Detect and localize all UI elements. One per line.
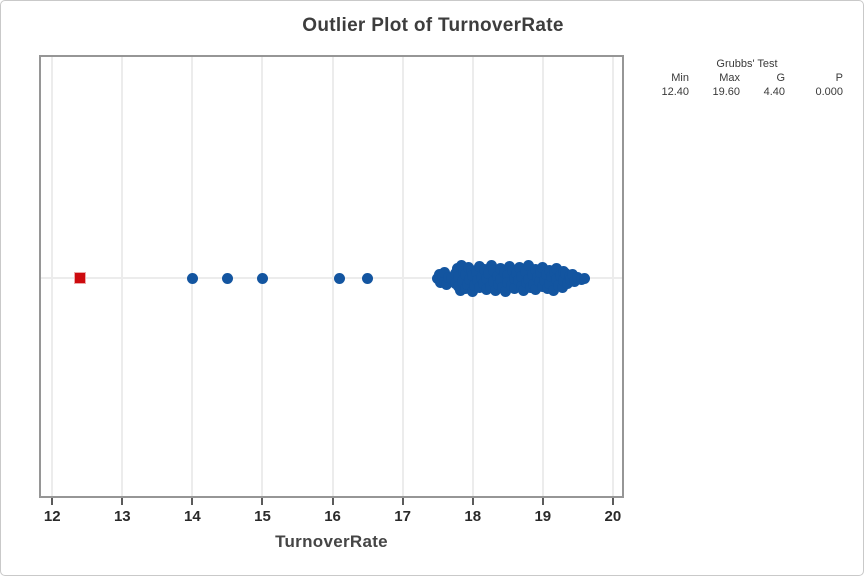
gridline-vertical [121,57,124,496]
data-point [488,264,500,276]
data-point [495,273,507,285]
data-point [514,261,526,273]
x-axis-tick [331,498,334,505]
gridline-vertical [401,57,404,496]
x-tick-label: 16 [324,508,341,525]
data-point [530,283,542,295]
stat-col-g: G [776,72,785,84]
data-point [566,268,578,280]
x-tick-label: 15 [254,508,271,525]
data-point [509,282,521,294]
x-axis-tick [51,498,54,505]
chart-title: Outlier Plot of TurnoverRate [302,15,564,36]
data-point [256,272,268,284]
data-point [456,259,467,271]
x-axis-tick [611,498,614,505]
x-axis-label: TurnoverRate [275,532,388,551]
stat-val-p: 0.000 [815,86,843,98]
x-tick-label: 13 [113,508,131,525]
grubbs-test-header: Grubbs' Test [716,58,778,70]
stat-col-max: Max [719,72,740,84]
data-point [454,284,466,296]
stat-col-p: P [835,72,843,84]
x-axis-tick [471,498,474,505]
data-point [551,262,563,274]
data-point [537,261,549,273]
data-point [482,267,494,279]
x-tick-label: 20 [604,508,622,525]
data-point [475,271,487,283]
grubbs-test-values: 12.40 19.60 4.40 0.000 [631,85,843,99]
gridline-vertical [611,57,614,496]
x-tick-label: 19 [534,508,552,525]
data-point [441,278,453,290]
data-point [547,284,559,296]
x-axis-tick [191,498,194,505]
data-point [500,285,512,297]
data-point [221,272,233,284]
stat-col-min: Min [671,72,689,84]
grubbs-test-panel: Grubbs' Test Min Max G P 12.40 19.60 4.4… [631,57,843,99]
x-tick-label: 12 [43,508,61,525]
data-point [519,265,531,277]
x-axis-tick [261,498,264,505]
x-tick-label: 14 [184,508,201,525]
data-point [186,272,198,284]
data-point [544,277,556,289]
data-point [579,272,591,284]
x-tick-label: 17 [394,508,411,525]
data-point [523,259,535,271]
x-axis-tick [541,498,544,505]
center-gridline [41,277,622,279]
data-point [334,272,346,284]
stat-val-g: 4.40 [763,86,785,98]
grubbs-test-column-headers: Min Max G P [631,71,843,85]
data-point [362,272,374,284]
stat-val-min: 12.40 [661,86,689,98]
plot-area: 12 13 14 15 16 17 18 19 20 [39,55,624,525]
stat-val-max: 19.60 [712,86,740,98]
x-tick-label: 18 [464,508,482,525]
data-point [490,284,502,296]
x-axis-tick [121,498,124,505]
gridline-vertical [331,57,334,496]
x-axis-tick [401,498,404,505]
data-point [467,285,479,297]
data-point [518,284,530,296]
data-point [470,266,482,278]
data-point [502,269,514,281]
outlier-point [74,272,87,284]
gridline-vertical [51,57,54,496]
